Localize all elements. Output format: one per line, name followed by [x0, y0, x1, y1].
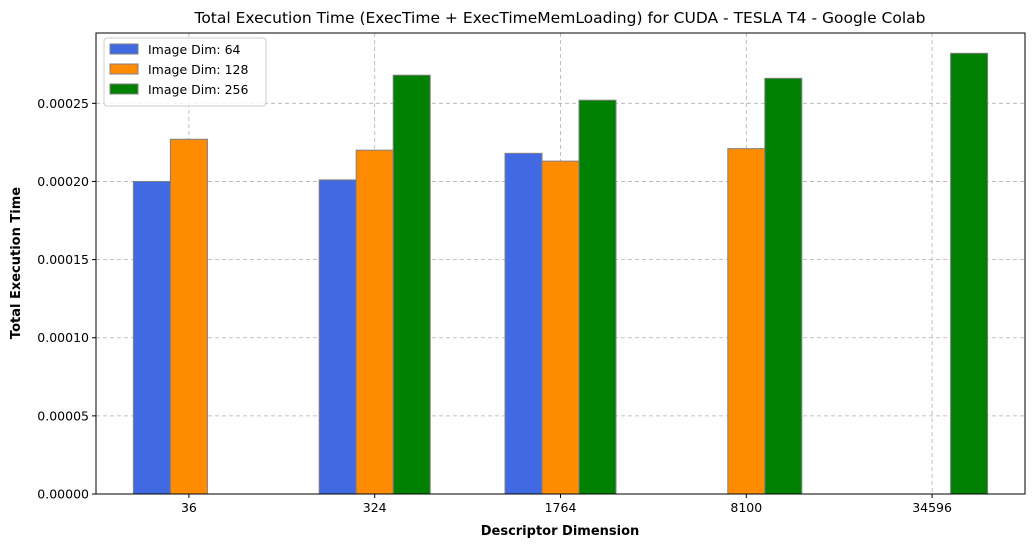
bar: [727, 148, 766, 495]
y-tick-label: 0.00025: [37, 96, 89, 111]
legend-label: Image Dim: 128: [148, 62, 248, 77]
x-tick-label: 324: [363, 500, 387, 515]
bar: [541, 160, 580, 495]
bar: [764, 77, 803, 495]
legend-box: [103, 37, 267, 107]
y-axis-label: Total Execution Time: [9, 187, 24, 339]
y-ticks: 0.00000 0.00005 0.00010 0.00015 0.00020 0.000…: [37, 96, 96, 502]
x-axis-label: Descriptor Dimension: [481, 524, 640, 539]
legend-swatch: [109, 63, 139, 75]
y-tick-label: 0.00015: [37, 252, 89, 267]
legend-label: Image Dim: 64: [148, 42, 241, 57]
x-tick-label: 36: [181, 500, 197, 515]
y-tick-label: 0.00000: [37, 487, 89, 502]
bar: [578, 99, 617, 495]
legend: Image Dim: 64 Image Dim: 128 Image Dim: 25…: [103, 37, 267, 107]
bar: [504, 152, 543, 495]
y-tick-label: 0.00020: [37, 174, 89, 189]
legend-label: Image Dim: 256: [148, 82, 248, 97]
x-tick-label: 8100: [730, 500, 762, 515]
x-ticks: 36 324 1764 8100 34596: [181, 494, 952, 515]
legend-swatch: [109, 43, 139, 55]
bar: [950, 52, 989, 495]
bar: [392, 74, 431, 495]
legend-swatch: [109, 83, 139, 95]
y-tick-label: 0.00010: [37, 330, 89, 345]
bar: [318, 179, 357, 495]
chart-title: Total Execution Time (ExecTime + ExecTim…: [193, 9, 925, 27]
bar: [169, 138, 208, 495]
bar: [355, 149, 394, 495]
y-tick-label: 0.00005: [37, 408, 89, 423]
x-tick-label: 34596: [912, 500, 952, 515]
bars: [132, 52, 989, 495]
x-tick-label: 1764: [545, 500, 577, 515]
bar: [132, 180, 171, 495]
